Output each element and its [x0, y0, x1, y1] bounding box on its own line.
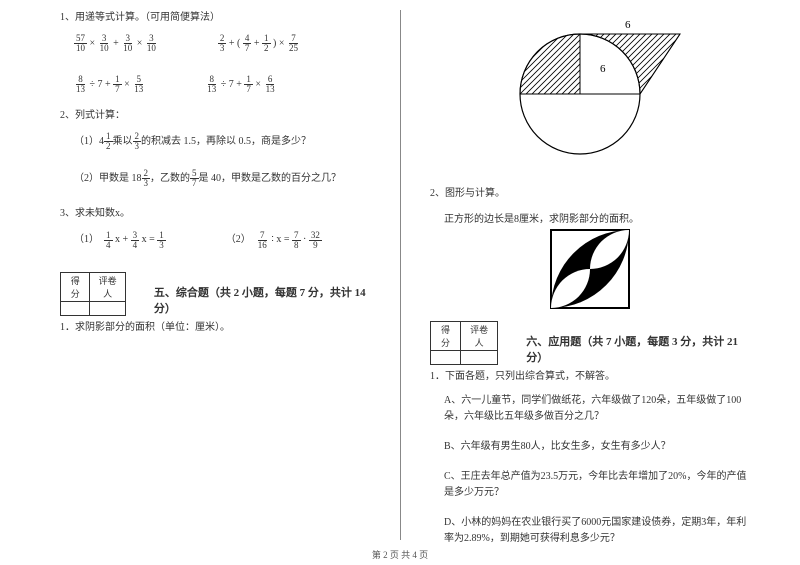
r-q2-desc: 正方形的边长是8厘米，求阴影部分的面积。	[444, 210, 750, 225]
page-footer: 第 2 页 共 4 页	[0, 548, 800, 561]
score6-c2: 评卷人	[461, 322, 498, 351]
q1-expr-a: 5710 × 310 + 310 × 310	[74, 34, 158, 53]
q1-expr-d: 813 ÷ 7 + 17 × 613	[205, 75, 276, 94]
q1-expr-c: 813 ÷ 7 + 17 × 513	[74, 75, 145, 94]
r-q1-a: A、六一儿童节，同学们做纸花，六年级做了120朵，五年级做了100朵，六年级比五…	[444, 393, 750, 425]
q3-title: 3、求未知数x。	[60, 206, 370, 222]
section5-row: 得分评卷人 五、综合题（共 2 小题，每题 7 分，共计 14 分）	[60, 272, 370, 316]
section6-row: 得分评卷人 六、应用题（共 7 小题，每题 3 分，共计 21 分）	[430, 321, 750, 365]
fig1-top-label: 6	[625, 19, 631, 31]
q2-title: 2、列式计算：	[60, 108, 370, 124]
q1-title: 1、用递等式计算。（可用简便算法）	[60, 10, 370, 26]
r-q2-title: 2、图形与计算。	[430, 186, 750, 202]
score-c2: 评卷人	[90, 272, 126, 301]
r-q1-b: B、六年级有男生80人，比女生多，女生有多少人？	[444, 439, 750, 455]
score-blank2	[90, 301, 126, 315]
q2-s2: （2）甲数是 1823，乙数的57是 40，甲数是乙数的百分之几？	[74, 169, 370, 188]
q3-s1: （1） 14 x + 34 x = 13	[74, 230, 166, 249]
score-table-5: 得分评卷人	[60, 272, 126, 316]
score6-b2	[461, 351, 498, 365]
q1-row2: 813 ÷ 7 + 17 × 513 813 ÷ 7 + 17 × 613	[74, 75, 370, 94]
section6-title: 六、应用题（共 7 小题，每题 3 分，共计 21 分）	[526, 333, 750, 365]
column-divider	[400, 10, 401, 540]
fig1-inner-label: 6	[600, 63, 606, 75]
q2-s1: （1）412乘以23的积减去 1.5，再除以 0.5，商是多少？	[74, 132, 370, 151]
q3-row: （1） 14 x + 34 x = 13 （2） 716 ∶ x = 78 · …	[74, 230, 370, 249]
score-blank1	[61, 301, 90, 315]
r-q1-c: C、王庄去年总产值为23.5万元，今年比去年增加了20%，今年的产值是多少万元？	[444, 469, 750, 501]
left-column: 1、用递等式计算。（可用简便算法） 5710 × 310 + 310 × 310…	[0, 0, 400, 540]
figure-circle-hatch: 6 6	[480, 14, 700, 174]
r-q1-title: 1．下面各题，只列出综合算式，不解答。	[430, 369, 750, 385]
q5-1: 1．求阴影部分的面积（单位：厘米）。	[60, 320, 370, 336]
score-table-6: 得分评卷人	[430, 321, 498, 365]
figure-square-leaf	[550, 229, 630, 309]
q3-s2: （2） 716 ∶ x = 78 · 329	[226, 230, 322, 249]
score-c1: 得分	[61, 272, 90, 301]
q1-row1: 5710 × 310 + 310 × 310 23 + ( 47 + 12 ) …	[74, 34, 370, 53]
r-q1-d: D、小林的妈妈在农业银行买了6000元国家建设债券，定期3年，年利率为2.89%…	[444, 515, 750, 547]
section5-title: 五、综合题（共 2 小题，每题 7 分，共计 14 分）	[154, 284, 370, 316]
right-column: 6 6 2、图形与计算。 正方形的边长是8厘米，求阴影部分的面积。 得分评卷人 …	[400, 0, 800, 540]
score6-c1: 得分	[431, 322, 461, 351]
q1-expr-b: 23 + ( 47 + 12 ) × 725	[218, 34, 300, 53]
score6-b1	[431, 351, 461, 365]
